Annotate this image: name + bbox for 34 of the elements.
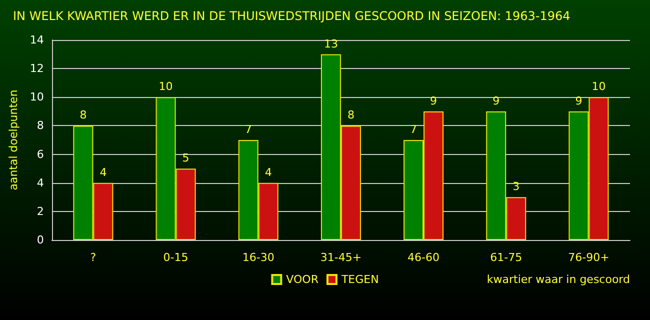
x-axis-title: kwartier waar in gescoord [486, 273, 630, 286]
y-tick-label: 4 [36, 176, 44, 190]
y-tick-label: 8 [36, 119, 44, 132]
data-label: 13 [324, 37, 338, 50]
data-label: 5 [182, 152, 190, 165]
data-label: 3 [512, 180, 520, 194]
x-tick-label: 61-75 [490, 251, 522, 264]
y-tick-label: 10 [30, 90, 44, 104]
data-label: 9 [575, 94, 582, 108]
y-tick-label: 0 [36, 234, 44, 246]
y-axis-title: aantal doelpunten [7, 90, 20, 190]
data-label: 7 [410, 123, 418, 136]
x-tick-label: 31-45+ [320, 251, 362, 264]
data-label: 7 [244, 123, 252, 136]
x-tick-label: 0-15 [163, 251, 188, 264]
data-label: 9 [430, 94, 438, 108]
x-tick-label: 16-30 [242, 251, 274, 264]
x-tick-label: 76-90+ [568, 251, 610, 264]
data-label: 10 [592, 80, 606, 94]
data-label: 8 [347, 108, 354, 122]
y-tick-label: 6 [36, 148, 44, 161]
data-label: 9 [492, 94, 500, 108]
legend-label: TEGEN [340, 273, 379, 286]
data-label: 8 [80, 108, 87, 122]
data-label: 4 [100, 166, 107, 179]
x-tick-label: 46-60 [408, 251, 440, 264]
data-label: 4 [264, 166, 272, 179]
y-tick-label: 12 [30, 62, 44, 76]
y-tick-label: 2 [36, 204, 44, 218]
x-tick-label: ? [90, 251, 96, 264]
chart-title: IN WELK KWARTIER WERD ER IN DE THUISWEDSTRIJDEN GESCOORD IN SEIZOEN: 1963-1964 [13, 9, 570, 23]
legend-label: VOOR [286, 273, 319, 286]
y-tick-label: 14 [30, 34, 44, 46]
data-label: 10 [158, 80, 173, 94]
